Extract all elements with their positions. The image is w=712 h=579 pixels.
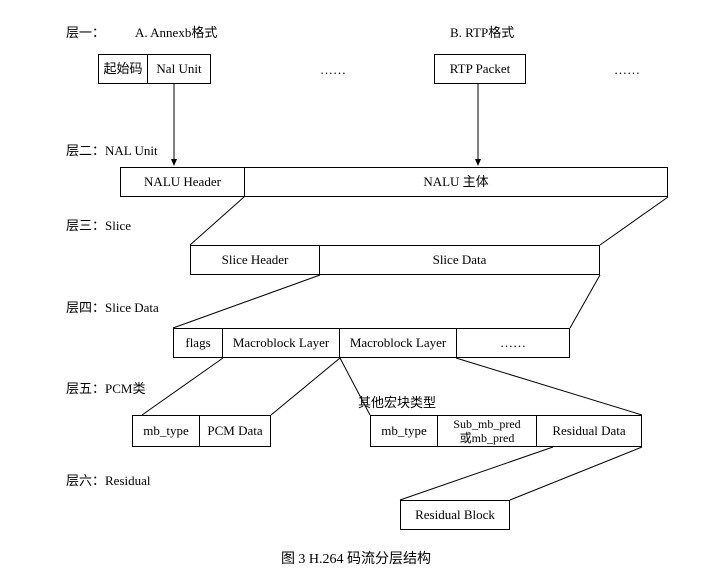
- mbtype1-box: mb_type: [132, 415, 200, 447]
- layer2-label: 层二：NAL Unit: [66, 140, 158, 159]
- mblayer2-box: Macroblock Layer: [339, 328, 457, 358]
- layer4-label: 层四：Slice Data: [66, 297, 159, 316]
- mblayer1-box: Macroblock Layer: [222, 328, 340, 358]
- flags-box: flags: [173, 328, 223, 358]
- mbtype2-box: mb_type: [370, 415, 438, 447]
- rtp-label: B. RTP格式: [450, 22, 514, 41]
- slice-data-box: Slice Data: [319, 245, 600, 275]
- layer6-label: 层六：Residual: [66, 470, 151, 489]
- submbpred-box: Sub_mb_pred 或mb_pred: [437, 415, 537, 447]
- dots1-label: ……: [320, 62, 346, 78]
- pcm-data-box: PCM Data: [199, 415, 271, 447]
- nal-unit-box: Nal Unit: [147, 54, 211, 84]
- residual-block-box: Residual Block: [400, 500, 510, 530]
- layer3-label: 层三：Slice: [66, 215, 131, 234]
- layer1-label: 层一：: [66, 22, 105, 41]
- figure-caption: 图 3 H.264 码流分层结构: [0, 548, 712, 568]
- start-code-box: 起始码: [98, 54, 148, 84]
- nalu-header-box: NALU Header: [120, 167, 245, 197]
- layer5-label: 层五：PCM类: [66, 378, 145, 397]
- dots3-box: ……: [456, 328, 570, 358]
- slice-header-box: Slice Header: [190, 245, 320, 275]
- dots2-label: ……: [614, 62, 640, 78]
- annexb-label: A. Annexb格式: [135, 22, 217, 41]
- connector-svg: [0, 0, 712, 579]
- residual-data-box: Residual Data: [536, 415, 642, 447]
- nalu-body-box: NALU 主体: [244, 167, 668, 197]
- rtp-packet-box: RTP Packet: [434, 54, 526, 84]
- other-mb-label: 其他宏块类型: [358, 392, 436, 411]
